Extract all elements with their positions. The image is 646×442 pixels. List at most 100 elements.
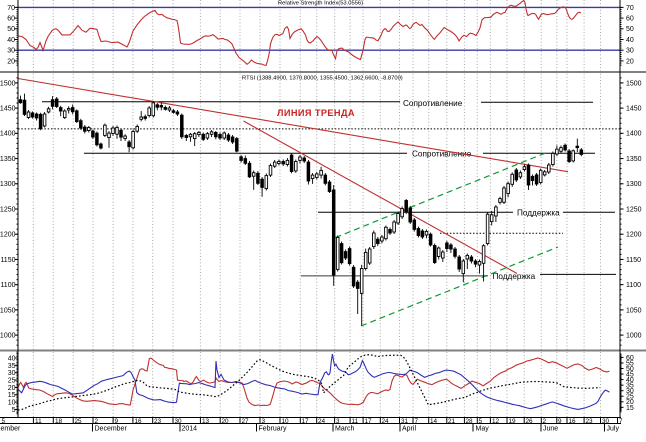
svg-text:25: 25 [626, 394, 634, 401]
svg-text:1050: 1050 [626, 307, 642, 314]
svg-text:60: 60 [626, 355, 634, 362]
svg-text:10: 10 [8, 400, 16, 407]
svg-text:3: 3 [336, 418, 340, 425]
svg-text:7: 7 [415, 418, 419, 425]
svg-text:27: 27 [242, 418, 250, 425]
svg-text:1400: 1400 [626, 131, 642, 138]
svg-text:1050: 1050 [0, 307, 16, 314]
svg-text:30: 30 [8, 370, 16, 377]
svg-text:20: 20 [222, 418, 230, 425]
svg-text:3: 3 [262, 418, 266, 425]
svg-text:10: 10 [282, 418, 290, 425]
svg-text:2: 2 [95, 418, 99, 425]
svg-text:20: 20 [626, 399, 634, 406]
svg-text:December: December [95, 426, 128, 433]
svg-text:March: March [335, 426, 355, 433]
svg-text:55: 55 [626, 360, 634, 367]
svg-text:18: 18 [55, 418, 63, 425]
svg-text:23: 23 [154, 418, 162, 425]
svg-text:5: 5 [479, 418, 483, 425]
svg-text:14: 14 [430, 418, 438, 425]
svg-text:1200: 1200 [626, 232, 642, 239]
svg-text:Поддержка: Поддержка [517, 208, 560, 217]
svg-text:1100: 1100 [0, 282, 15, 289]
svg-text:2014: 2014 [182, 426, 198, 433]
svg-text:26: 26 [526, 418, 534, 425]
svg-text:17: 17 [365, 418, 373, 425]
svg-text:25: 25 [75, 418, 83, 425]
svg-text:50: 50 [626, 366, 634, 373]
svg-text:July: July [607, 426, 620, 433]
svg-text:1000: 1000 [626, 333, 642, 340]
svg-text:1350: 1350 [0, 156, 16, 163]
svg-text:ember: ember [1, 426, 22, 433]
svg-text:45: 45 [626, 371, 634, 378]
svg-text:24: 24 [382, 418, 390, 425]
svg-text:15: 15 [626, 405, 634, 412]
svg-text:1450: 1450 [0, 106, 16, 113]
svg-text:35: 35 [8, 363, 16, 370]
svg-text:31: 31 [401, 418, 409, 425]
svg-text:May: May [476, 426, 490, 433]
svg-text:Сопротивление: Сопротивление [412, 150, 472, 159]
svg-text:23: 23 [586, 418, 594, 425]
svg-text:1500: 1500 [0, 80, 16, 87]
svg-text:60: 60 [626, 16, 634, 23]
svg-text:1250: 1250 [626, 206, 642, 213]
svg-text:16: 16 [135, 418, 143, 425]
svg-text:Сопротивление: Сопротивление [403, 99, 463, 108]
svg-text:1150: 1150 [0, 257, 15, 264]
svg-text:1300: 1300 [626, 181, 642, 188]
svg-text:15: 15 [8, 392, 16, 399]
svg-text:9: 9 [558, 418, 562, 425]
svg-text:24: 24 [318, 418, 326, 425]
svg-text:1100: 1100 [626, 282, 641, 289]
svg-text:1000: 1000 [0, 333, 16, 340]
svg-text:30: 30 [626, 388, 634, 395]
svg-text:19: 19 [509, 418, 517, 425]
svg-text:5: 5 [2, 418, 6, 425]
svg-text:1500: 1500 [626, 80, 642, 87]
svg-text:1450: 1450 [626, 106, 642, 113]
svg-text:Relative Strength Index(53.055: Relative Strength Index(53.0556) [278, 1, 363, 7]
svg-text:1350: 1350 [626, 156, 642, 163]
svg-text:11: 11 [35, 418, 42, 425]
svg-text:30: 30 [602, 418, 610, 425]
svg-text:20: 20 [626, 58, 634, 65]
svg-text:16: 16 [569, 418, 577, 425]
svg-text:1200: 1200 [0, 232, 16, 239]
svg-text:Поддержка: Поддержка [493, 272, 536, 281]
svg-text:1300: 1300 [0, 181, 16, 188]
svg-text:12: 12 [492, 418, 500, 425]
svg-text:11: 11 [352, 418, 359, 425]
svg-text:13: 13 [202, 418, 210, 425]
svg-text:40: 40 [626, 377, 634, 384]
svg-text:7: 7 [619, 418, 623, 425]
svg-text:1250: 1250 [0, 206, 16, 213]
svg-text:1150: 1150 [626, 257, 641, 264]
svg-text:28: 28 [466, 418, 474, 425]
svg-text:50: 50 [626, 26, 634, 33]
svg-text:April: April [402, 426, 416, 433]
svg-text:40: 40 [626, 37, 634, 44]
svg-text:30: 30 [7, 48, 15, 55]
svg-text:35: 35 [626, 383, 634, 390]
svg-text:30: 30 [175, 418, 183, 425]
svg-text:20: 20 [8, 385, 16, 392]
svg-text:June: June [543, 426, 558, 433]
svg-text:30: 30 [626, 48, 634, 55]
svg-text:9: 9 [115, 418, 119, 425]
svg-text:ЛИНИЯ ТРЕНДА: ЛИНИЯ ТРЕНДА [277, 108, 355, 118]
svg-text:1400: 1400 [0, 131, 16, 138]
svg-text:17: 17 [302, 418, 310, 425]
svg-text:RTSI (1388.4900, 1370.8000, 13: RTSI (1388.4900, 1370.8000, 1355.4500, 1… [242, 76, 403, 82]
svg-text:21: 21 [448, 418, 456, 425]
svg-text:70: 70 [7, 5, 15, 12]
svg-text:60: 60 [7, 16, 15, 23]
svg-text:February: February [259, 426, 288, 433]
svg-text:50: 50 [7, 26, 15, 33]
svg-text:40: 40 [8, 355, 16, 362]
svg-text:40: 40 [7, 37, 15, 44]
svg-text:25: 25 [8, 377, 16, 384]
svg-text:20: 20 [7, 58, 15, 65]
